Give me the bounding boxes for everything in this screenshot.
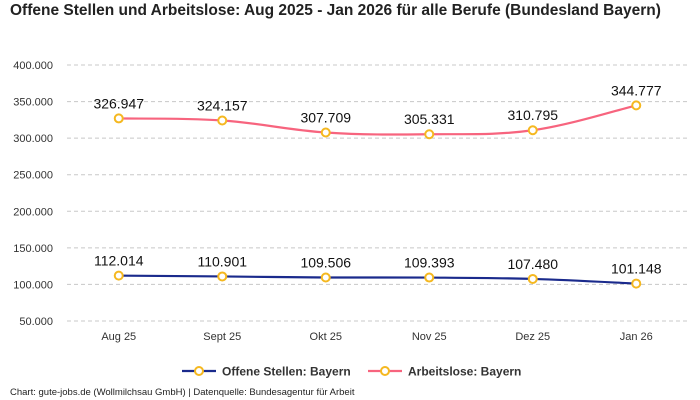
data-point	[631, 100, 642, 111]
series-1: 326.947 324.157 307.709 305.331 310.795 344.7…	[93, 82, 662, 140]
data-label: 101.148	[611, 261, 662, 277]
grid	[67, 64, 688, 322]
legend-marker	[194, 366, 204, 376]
data-point	[320, 272, 331, 283]
data-point	[424, 272, 435, 283]
legend-item[interactable]: Offene Stellen: Bayern	[182, 365, 351, 379]
series-lines: 112.014 110.901 109.506 109.393 107.480 101.1…	[93, 82, 662, 289]
series-0: 112.014 110.901 109.506 109.393 107.480 101.1…	[94, 253, 662, 289]
data-point	[424, 129, 435, 140]
y-tick-label: 300.000	[13, 133, 53, 145]
x-tick-label: Jan 26	[620, 331, 653, 343]
y-tick-label: 50.000	[19, 316, 53, 328]
data-label: 307.709	[300, 110, 351, 126]
x-tick-label: Sept 25	[203, 331, 241, 343]
y-tick-label: 200.000	[13, 206, 53, 218]
legend-label: Offene Stellen: Bayern	[222, 365, 351, 379]
x-tick-label: Aug 25	[101, 331, 136, 343]
data-label: 109.393	[404, 255, 455, 271]
y-axis: 400.000 350.000 300.000 250.000 200.000 150.0…	[13, 60, 53, 328]
x-tick-label: Dez 25	[515, 331, 550, 343]
x-tick-label: Okt 25	[310, 331, 342, 343]
data-point	[113, 113, 124, 124]
data-label: 324.157	[197, 97, 248, 113]
source-credit: Chart: gute-jobs.de (Wollmilchsau GmbH) …	[10, 387, 355, 398]
data-label: 326.947	[93, 95, 144, 111]
series-line	[118, 274, 637, 285]
data-point	[527, 125, 538, 136]
data-point	[217, 271, 228, 282]
y-tick-label: 150.000	[13, 243, 53, 255]
legend-label: Arbeitslose: Bayern	[408, 365, 521, 379]
data-label: 344.777	[611, 82, 662, 98]
x-axis: Aug 25 Sept 25 Okt 25 Nov 25 Dez 25 Jan 26	[101, 331, 652, 343]
chart-title: Offene Stellen und Arbeitslose: Aug 2025…	[10, 2, 661, 19]
data-label: 107.480	[507, 256, 558, 272]
data-point	[320, 127, 331, 138]
data-label: 110.901	[197, 253, 247, 269]
data-point	[527, 273, 538, 284]
legend-item[interactable]: Arbeitslose: Bayern	[368, 365, 521, 379]
data-point	[217, 115, 228, 126]
y-tick-label: 350.000	[13, 97, 53, 109]
data-point	[631, 278, 642, 289]
y-tick-label: 250.000	[13, 170, 53, 182]
data-label: 112.014	[94, 253, 144, 269]
x-tick-label: Nov 25	[412, 331, 447, 343]
data-point	[113, 270, 124, 281]
y-tick-label: 100.000	[13, 279, 53, 291]
legend[interactable]: Offene Stellen: Bayern Arbeitslose: Bayer…	[182, 365, 521, 379]
legend-marker	[380, 366, 390, 376]
data-label: 109.506	[300, 254, 351, 270]
data-label: 310.795	[507, 107, 558, 123]
data-label: 305.331	[404, 111, 455, 127]
y-tick-label: 400.000	[13, 60, 53, 72]
series-line	[118, 104, 637, 136]
